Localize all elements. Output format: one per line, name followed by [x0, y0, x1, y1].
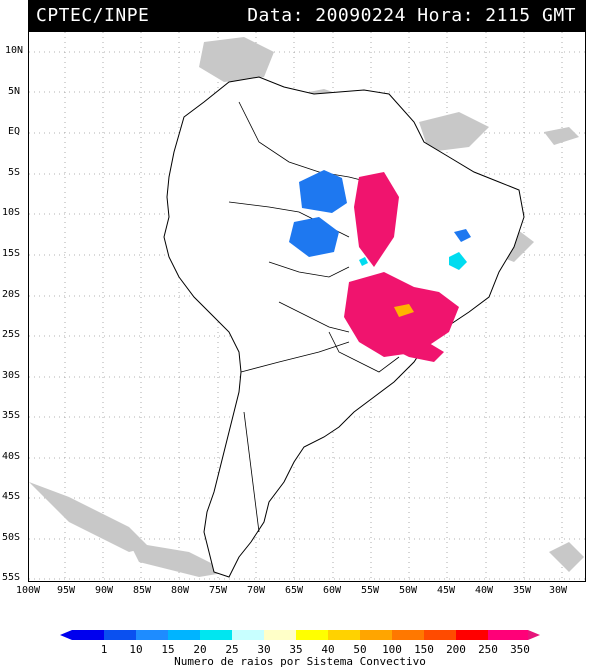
lat-label: 10N	[5, 45, 24, 56]
lat-label: 55S	[2, 572, 21, 583]
lon-label: 90W	[94, 585, 114, 596]
colorbar-tick: 30	[257, 643, 271, 656]
south-america-outline	[163, 76, 525, 578]
lat-label: 30S	[2, 370, 21, 381]
lon-label: 100W	[15, 585, 41, 596]
lat-label: 40S	[2, 451, 21, 462]
datetime-label: Data: 20090224 Hora: 2115 GMT	[247, 5, 576, 26]
colorbar-tick: 50	[353, 643, 367, 656]
colorbar-tick: 10	[129, 643, 143, 656]
convective-systems	[289, 170, 471, 362]
lon-label: 60W	[322, 585, 342, 596]
source-label: CPTEC/INPE	[36, 5, 150, 26]
map-panel	[28, 31, 586, 582]
lat-label: 25S	[2, 329, 21, 340]
map-canvas	[29, 32, 585, 581]
lon-label: 45W	[436, 585, 456, 596]
colorbar-tick: 20	[193, 643, 207, 656]
lat-label: 45S	[2, 491, 21, 502]
lon-label: 65W	[284, 585, 304, 596]
lon-label: 80W	[170, 585, 190, 596]
lon-label: 95W	[56, 585, 76, 596]
colorbar	[60, 630, 540, 640]
colorbar-tick: 350	[510, 643, 530, 656]
lat-label: 5N	[8, 86, 21, 97]
lat-label: 35S	[2, 410, 21, 421]
lat-label: 20S	[2, 289, 21, 300]
lat-label: 10S	[2, 207, 21, 218]
lon-label: 55W	[360, 585, 380, 596]
colorbar-tick: 35	[289, 643, 303, 656]
colorbar-tick: 25	[225, 643, 239, 656]
lon-label: 70W	[246, 585, 266, 596]
colorbar-tick: 100	[382, 643, 402, 656]
colorbar-tick: 40	[321, 643, 335, 656]
country-borders	[228, 101, 400, 533]
lon-label: 75W	[208, 585, 228, 596]
colorbar-tick: 250	[478, 643, 498, 656]
title-bar: CPTEC/INPE Data: 20090224 Hora: 2115 GMT	[28, 0, 586, 31]
colorbar-tick: 1	[100, 643, 108, 656]
colorbar-title: Numero de raios por Sistema Convectivo	[174, 655, 426, 668]
colorbar-tick: 15	[161, 643, 175, 656]
lat-label: 50S	[2, 532, 21, 543]
lon-label: 85W	[132, 585, 152, 596]
lat-label: EQ	[8, 126, 21, 137]
lon-label: 30W	[548, 585, 568, 596]
lat-label: 15S	[2, 248, 21, 259]
colorbar-tick: 200	[446, 643, 466, 656]
lon-label: 40W	[474, 585, 494, 596]
lat-label: 5S	[8, 167, 21, 178]
lon-label: 35W	[512, 585, 532, 596]
lon-label: 50W	[398, 585, 418, 596]
colorbar-tick: 150	[414, 643, 434, 656]
